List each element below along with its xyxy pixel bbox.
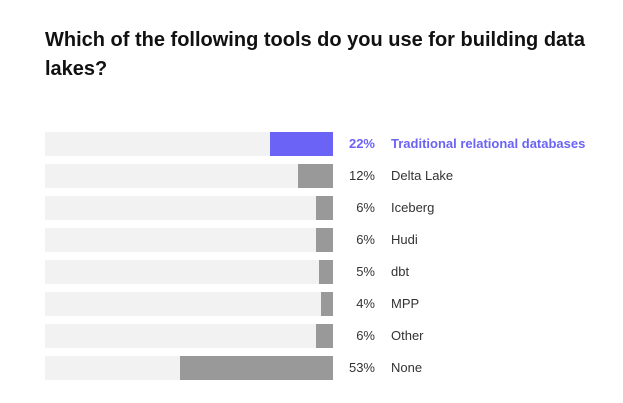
bar xyxy=(180,356,333,380)
bar-value-label: 12% xyxy=(348,168,375,183)
bar xyxy=(316,324,333,348)
bar-value-label: 5% xyxy=(356,264,375,279)
bar-value-label: 6% xyxy=(356,200,375,215)
bar-track xyxy=(45,228,333,252)
category-label: Hudi xyxy=(391,232,418,247)
category-label: dbt xyxy=(391,264,410,279)
category-label: Other xyxy=(391,328,424,343)
bar-row: 12% Delta Lake xyxy=(0,164,623,188)
bar-track xyxy=(45,292,333,316)
bar xyxy=(270,132,333,156)
bar-row: 6% Other xyxy=(0,324,623,348)
category-label: Delta Lake xyxy=(391,168,454,183)
bar-row: 5% dbt xyxy=(0,260,623,284)
bar-track xyxy=(45,196,333,220)
bar-track xyxy=(45,260,333,284)
bar-track xyxy=(45,164,333,188)
bar-value-label: 6% xyxy=(356,328,375,343)
bar-row: 6% Iceberg xyxy=(0,196,623,220)
bar-value-label: 53% xyxy=(348,360,375,375)
category-label: MPP xyxy=(391,296,420,311)
bar xyxy=(298,164,333,188)
bar-row: 53% None xyxy=(0,356,623,380)
category-label: None xyxy=(391,360,423,375)
category-label: Traditional relational databases xyxy=(391,136,586,151)
bar-track xyxy=(45,324,333,348)
bar xyxy=(319,260,333,284)
bar-row: 4% MPP xyxy=(0,292,623,316)
bar-row: 22% Traditional relational databases xyxy=(0,132,623,156)
category-label: Iceberg xyxy=(391,200,435,215)
bar xyxy=(316,196,333,220)
bar-track xyxy=(45,356,333,380)
bar-value-label: 6% xyxy=(356,232,375,247)
bar xyxy=(321,292,333,316)
bar-row: 6% Hudi xyxy=(0,228,623,252)
bar-value-label: 4% xyxy=(356,296,375,311)
chart-title: Which of the following tools do you use … xyxy=(45,29,585,80)
bar xyxy=(316,228,333,252)
bar-value-label: 22% xyxy=(348,136,375,151)
bar-track xyxy=(45,132,333,156)
